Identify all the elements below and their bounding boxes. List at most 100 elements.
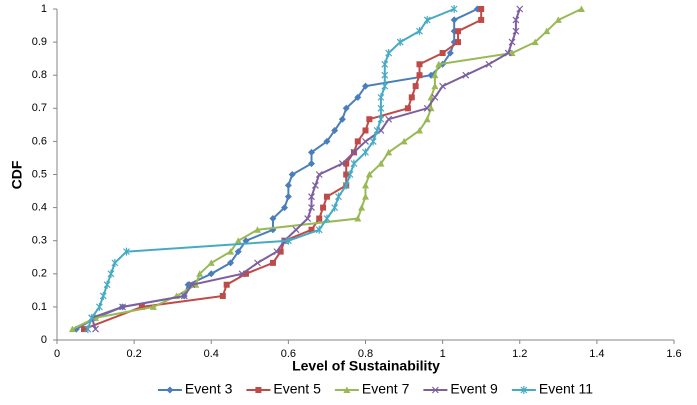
marker	[416, 61, 423, 68]
marker	[238, 270, 246, 278]
marker	[423, 15, 431, 24]
marker	[311, 181, 319, 189]
marker	[362, 193, 369, 200]
x-tick-label: 0	[54, 348, 60, 360]
marker	[512, 27, 520, 35]
series-line	[90, 8, 521, 330]
marker	[255, 387, 262, 393]
marker	[346, 170, 354, 179]
marker	[577, 5, 585, 12]
marker	[92, 325, 99, 333]
marker	[435, 60, 443, 68]
marker	[404, 105, 411, 112]
marker	[350, 148, 358, 156]
marker	[88, 313, 96, 322]
marker	[531, 38, 539, 46]
marker	[254, 226, 262, 233]
marker	[377, 104, 385, 113]
marker	[331, 203, 339, 212]
marker	[323, 193, 330, 200]
marker	[149, 303, 157, 310]
marker	[362, 82, 369, 90]
marker	[219, 292, 226, 299]
marker	[277, 248, 284, 255]
marker	[273, 248, 281, 256]
marker	[284, 193, 292, 201]
marker	[269, 215, 277, 223]
marker	[377, 93, 385, 102]
marker	[323, 214, 331, 223]
marker	[520, 386, 528, 394]
series-line	[83, 9, 483, 331]
marker	[111, 258, 119, 267]
marker	[316, 215, 323, 222]
y-tick-label: 0.4	[32, 202, 47, 214]
marker	[284, 236, 292, 245]
marker	[431, 71, 439, 79]
marker	[68, 325, 76, 333]
y-tick-label: 1	[41, 3, 47, 15]
marker	[323, 137, 331, 145]
marker	[450, 5, 458, 13]
marker	[455, 39, 462, 46]
marker	[84, 325, 92, 334]
y-tick-label: 0.2	[32, 268, 47, 280]
marker	[416, 72, 423, 79]
marker	[338, 160, 346, 168]
marker	[180, 292, 188, 300]
marker	[254, 259, 261, 267]
marker	[122, 247, 130, 256]
marker	[412, 83, 419, 90]
y-tick-label: 0.3	[32, 235, 47, 247]
marker	[377, 115, 385, 124]
marker	[342, 104, 350, 112]
marker	[400, 137, 408, 145]
legend-label: Event 9	[450, 381, 498, 397]
marker	[362, 148, 369, 157]
marker	[284, 181, 292, 189]
marker	[223, 281, 230, 288]
marker	[207, 259, 215, 266]
marker	[269, 259, 276, 266]
y-axis-title: CDF	[9, 160, 25, 189]
marker	[308, 226, 315, 233]
marker	[95, 302, 103, 311]
marker	[377, 160, 385, 167]
marker	[381, 82, 389, 91]
marker	[512, 16, 520, 24]
marker	[439, 50, 446, 57]
y-tick-label: 0.8	[32, 69, 47, 81]
marker	[196, 270, 204, 277]
marker	[308, 148, 316, 156]
marker	[385, 115, 393, 123]
series-line	[75, 8, 478, 330]
marker	[455, 28, 462, 35]
marker	[431, 386, 439, 394]
marker	[369, 137, 377, 146]
marker	[242, 270, 249, 277]
marker	[207, 270, 215, 278]
marker	[381, 71, 389, 80]
marker	[362, 181, 369, 189]
marker	[478, 16, 485, 23]
marker	[234, 248, 242, 256]
marker	[431, 82, 439, 90]
marker	[450, 16, 458, 24]
x-tick-label: 0.6	[281, 348, 296, 360]
marker	[362, 127, 369, 134]
marker	[288, 171, 296, 178]
marker	[423, 115, 431, 123]
marker	[385, 49, 393, 58]
marker	[343, 171, 350, 178]
marker	[338, 115, 346, 123]
marker	[439, 82, 447, 90]
marker	[446, 49, 454, 57]
marker	[227, 248, 235, 255]
x-axis-title: Level of Sustainability	[292, 358, 440, 374]
legend-label: Event 7	[362, 381, 410, 397]
legend: Event 3 Event 5 Event 7 Event 9 Event 11	[157, 381, 593, 397]
marker	[543, 27, 551, 35]
y-tick-label: 0	[41, 334, 47, 346]
legend-label: Event 11	[539, 381, 593, 397]
marker	[315, 171, 323, 178]
